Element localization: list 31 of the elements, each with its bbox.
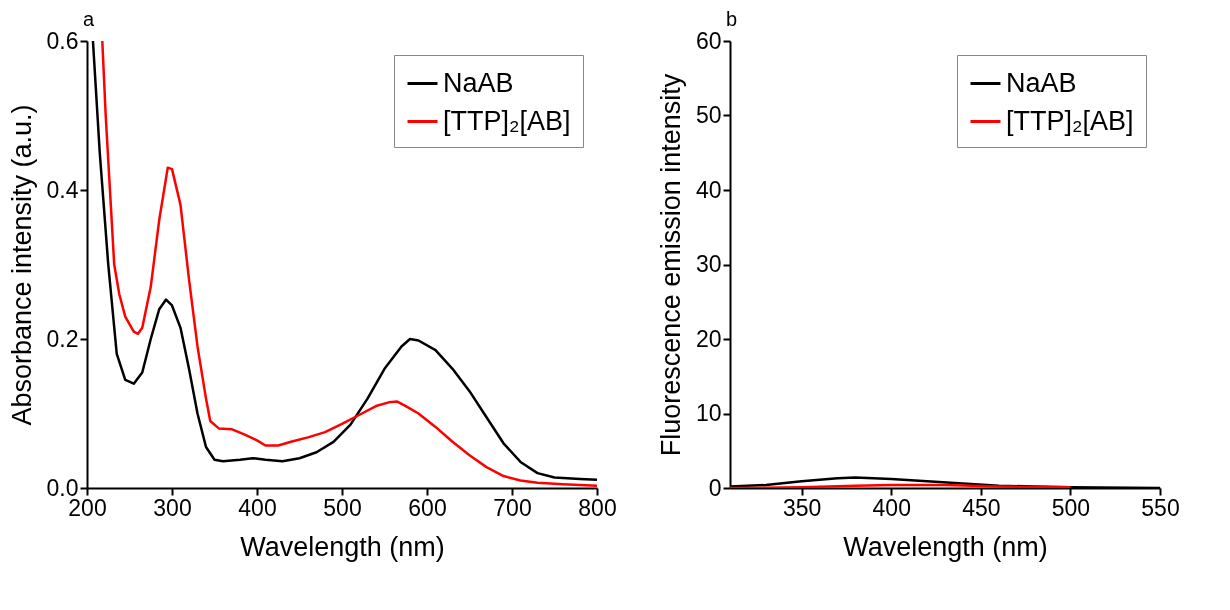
text: a [83, 8, 95, 30]
y-tick-label: 50 [695, 102, 722, 128]
y-tick-label: 10 [695, 400, 722, 426]
x-axis-title: Wavelength (nm) [240, 531, 445, 562]
x-tick-label: 350 [782, 494, 822, 521]
x-tick-label: 500 [323, 494, 362, 521]
x-tick-label: 400 [238, 494, 277, 521]
x-tick-label: 450 [962, 494, 1001, 521]
y-tick-label: 40 [695, 176, 722, 203]
y-tick-label: 20 [695, 325, 722, 352]
y-tick-label: 0.4 [46, 176, 79, 203]
y-axis-title: Absorbance intensity (a.u.) [6, 104, 37, 426]
legend-label: NaAB [443, 67, 514, 98]
y-tick-label: 0 [708, 474, 722, 501]
legend-label: [TTP]₂[AB] [1006, 105, 1134, 136]
y-axis-title: Fluorescence emission intensity [655, 73, 686, 457]
x-tick-label: 600 [408, 494, 447, 521]
legend-label: NaAB [1006, 67, 1077, 98]
legend-label: [TTP]₂[AB] [443, 105, 571, 136]
x-tick-label: 550 [1141, 494, 1180, 521]
y-tick-label: 0.6 [46, 27, 79, 54]
y-tick-label: 60 [695, 27, 722, 54]
x-axis-title: Wavelength (nm) [843, 531, 1048, 562]
text: b [726, 8, 738, 30]
y-tick-label: 0.2 [46, 325, 79, 352]
x-tick-label: 800 [578, 494, 617, 521]
x-tick-label: 700 [493, 494, 532, 521]
x-tick-label: 300 [153, 494, 192, 521]
x-tick-label: 400 [872, 494, 911, 521]
x-tick-label: 500 [1051, 494, 1091, 521]
y-tick-label: 30 [695, 251, 722, 277]
